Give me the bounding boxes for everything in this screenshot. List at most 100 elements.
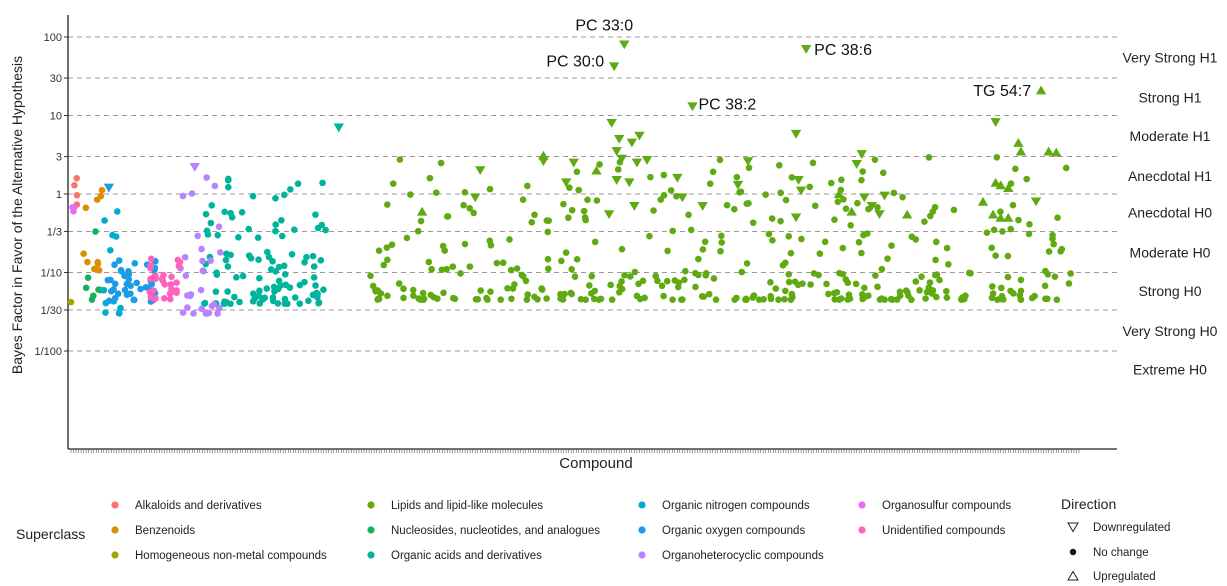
data-point	[874, 283, 881, 291]
data-point	[303, 253, 310, 261]
data-point	[466, 205, 474, 212]
data-point	[663, 277, 671, 285]
data-point	[133, 279, 141, 287]
x-axis-ticks	[70, 449, 1080, 453]
data-point	[959, 294, 966, 301]
data-point	[207, 219, 215, 227]
data-point	[199, 257, 206, 265]
data-point	[871, 156, 879, 163]
data-point	[369, 282, 377, 290]
data-point	[852, 280, 860, 288]
legend-item-label: Lipids and lipid-like molecules	[391, 500, 543, 512]
data-point	[94, 258, 102, 266]
data-point	[799, 280, 806, 287]
data-point	[1049, 231, 1056, 239]
data-point	[597, 295, 605, 303]
data-point	[224, 288, 231, 295]
data-point	[988, 283, 996, 290]
data-point	[558, 257, 565, 265]
y-tick-label: 30	[50, 73, 62, 85]
data-point	[943, 244, 951, 252]
data-point	[1031, 292, 1038, 300]
data-point	[152, 275, 159, 283]
data-point	[618, 245, 626, 253]
direction-swatch-triangle-down	[1067, 522, 1079, 533]
data-point	[104, 276, 112, 284]
legend-item-label: Homogeneous non-metal compounds	[135, 550, 327, 562]
data-point	[250, 290, 257, 298]
data-point	[700, 293, 708, 301]
data-point	[933, 271, 941, 278]
data-point	[932, 256, 939, 264]
data-point	[557, 290, 564, 298]
data-point	[681, 276, 688, 284]
data-point	[419, 289, 427, 297]
data-point	[782, 287, 789, 295]
data-point	[652, 272, 660, 280]
data-point-downregulated	[732, 180, 744, 190]
data-point	[403, 234, 411, 242]
data-point-downregulated	[790, 129, 802, 139]
data-point	[426, 174, 434, 182]
data-point	[110, 286, 117, 293]
data-point	[568, 290, 576, 298]
data-point-downregulated	[629, 201, 640, 211]
data-point	[430, 294, 438, 301]
data-point-downregulated	[742, 157, 754, 167]
point-annotation-label: PC 38:6	[814, 42, 872, 59]
gridlines	[68, 36, 1117, 352]
data-point	[807, 281, 814, 288]
data-point-downregulated	[470, 193, 481, 203]
data-point	[616, 289, 623, 296]
data-point	[997, 295, 1005, 303]
point-annotation-label: TG 54:7	[973, 83, 1031, 100]
data-point	[486, 185, 494, 193]
data-point	[441, 247, 448, 254]
data-point	[117, 304, 124, 312]
data-point-downregulated	[611, 176, 622, 185]
data-point	[247, 255, 255, 262]
data-point-upregulated	[538, 150, 549, 160]
data-point	[1015, 216, 1022, 224]
legend-item-label: Organoheterocyclic compounds	[662, 550, 824, 562]
data-point	[731, 205, 738, 213]
data-point-downregulated	[851, 159, 862, 169]
data-point	[291, 294, 299, 301]
data-point	[123, 280, 131, 288]
data-point	[224, 263, 232, 270]
direction-legend-label: Upregulated	[1093, 571, 1156, 583]
evidence-band-label: Moderate H1	[1130, 128, 1211, 144]
data-point-downregulated	[677, 193, 688, 203]
data-point	[685, 211, 692, 219]
data-point	[184, 304, 191, 311]
data-point	[291, 226, 298, 233]
legend-swatch	[638, 501, 646, 509]
data-point	[782, 259, 789, 267]
data-point	[389, 180, 397, 187]
data-point-upregulated	[902, 209, 913, 219]
data-point-downregulated	[624, 178, 635, 188]
data-point-downregulated	[856, 150, 867, 160]
data-point	[70, 207, 77, 215]
data-point	[859, 168, 866, 175]
data-point	[425, 258, 433, 266]
legend-swatch	[638, 551, 646, 559]
data-point-downregulated	[990, 118, 1001, 127]
data-point	[861, 284, 868, 292]
data-point	[889, 296, 896, 304]
data-point	[1026, 220, 1033, 228]
data-point	[716, 156, 724, 164]
data-point	[190, 310, 197, 317]
data-point	[742, 295, 750, 303]
data-point	[131, 260, 139, 267]
data-point	[767, 279, 774, 286]
data-point-upregulated	[1003, 183, 1014, 192]
data-point	[117, 267, 125, 275]
data-point	[879, 169, 887, 177]
data-point	[647, 173, 654, 181]
data-point-downregulated	[333, 123, 344, 133]
data-point	[137, 285, 144, 293]
data-point	[388, 241, 396, 248]
data-point	[755, 296, 763, 304]
data-points	[67, 40, 1075, 317]
